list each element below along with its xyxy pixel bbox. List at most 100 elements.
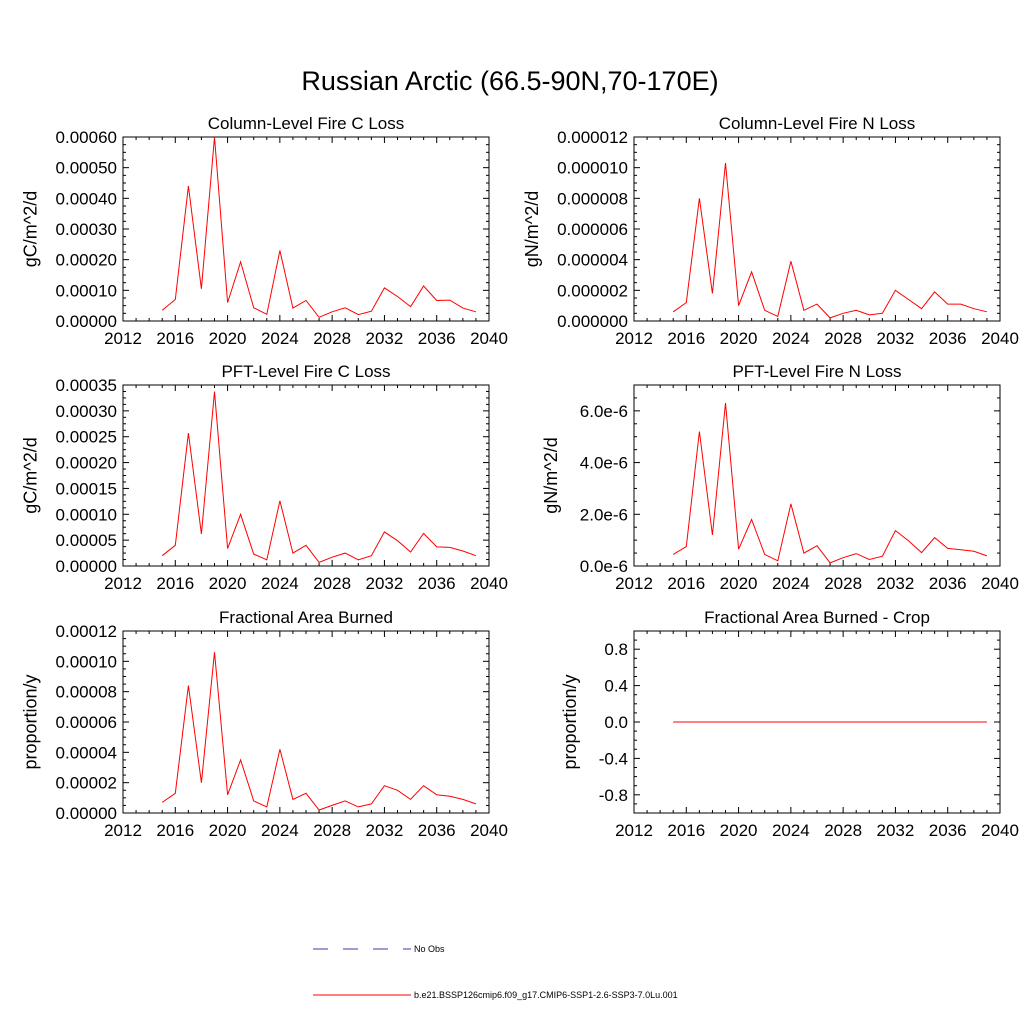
main-title: Russian Arctic (66.5-90N,70-170E) xyxy=(301,66,718,96)
x-tick-label: 2032 xyxy=(366,574,404,593)
y-tick-label: 0.00020 xyxy=(56,251,117,270)
plot-frame xyxy=(633,384,1001,567)
y-tick-label: 0.000002 xyxy=(557,281,628,300)
y-tick-label: 0.000008 xyxy=(557,189,628,208)
y-tick-label: 0.00020 xyxy=(56,454,117,473)
series-line-1 xyxy=(161,652,477,811)
legend-label-no-obs: No Obs xyxy=(414,944,445,954)
x-tick-label: 2020 xyxy=(720,574,758,593)
y-axis-label: gC/m^2/d xyxy=(21,437,41,513)
x-tick-label: 2032 xyxy=(877,574,915,593)
y-tick-label: 0.00035 xyxy=(56,376,117,395)
panel-title: Column-Level Fire C Loss xyxy=(208,114,405,133)
x-tick-label: 2012 xyxy=(615,329,653,348)
x-tick-label: 2012 xyxy=(615,821,653,840)
x-tick-label: 2040 xyxy=(981,821,1019,840)
x-tick-label: 2024 xyxy=(772,329,810,348)
x-tick-label: 2032 xyxy=(366,329,404,348)
y-tick-label: -0.4 xyxy=(599,749,628,768)
panels: 2012 2016 2020 2024 2028 2032 2036 20400.000000… xyxy=(21,114,1019,840)
y-tick-label: 0.000004 xyxy=(557,251,628,270)
panel-title: Fractional Area Burned xyxy=(219,608,393,627)
x-tick-label: 2028 xyxy=(313,329,351,348)
x-tick-label: 2040 xyxy=(470,821,508,840)
y-tick-label: 0.00004 xyxy=(56,743,117,762)
y-axis-label: proportion/y xyxy=(560,674,580,769)
y-axis-label: proportion/y xyxy=(21,674,41,769)
y-tick-label: 0.00000 xyxy=(56,804,117,823)
x-tick-label: 2016 xyxy=(156,574,194,593)
x-tick-label: 2036 xyxy=(418,574,456,593)
panel-title: PFT-Level Fire N Loss xyxy=(732,362,901,381)
y-tick-label: 0.000006 xyxy=(557,220,628,239)
x-tick-label: 2020 xyxy=(209,821,247,840)
y-tick-label: 2.0e-6 xyxy=(580,505,628,524)
y-tick-label: 4.0e-6 xyxy=(580,454,628,473)
y-tick-label: 0.00030 xyxy=(56,402,117,421)
x-tick-label: 2040 xyxy=(470,329,508,348)
series-line-1 xyxy=(672,163,988,319)
plot-frame xyxy=(122,384,490,567)
x-tick-label: 2024 xyxy=(772,821,810,840)
x-tick-label: 2016 xyxy=(667,574,705,593)
y-tick-label: -0.8 xyxy=(599,786,628,805)
y-tick-label: 0.00010 xyxy=(56,281,117,300)
y-tick-label: 0.00040 xyxy=(56,189,117,208)
x-tick-label: 2028 xyxy=(824,329,862,348)
y-tick-label: 0.0e-6 xyxy=(580,557,628,576)
x-tick-label: 2036 xyxy=(929,574,967,593)
x-tick-label: 2012 xyxy=(615,574,653,593)
panel-title: Fractional Area Burned - Crop xyxy=(704,608,930,627)
y-tick-label: 0.00000 xyxy=(56,557,117,576)
x-tick-label: 2012 xyxy=(104,574,142,593)
y-tick-label: 0.00050 xyxy=(56,159,117,178)
y-tick-label: 6.0e-6 xyxy=(580,402,628,421)
x-tick-label: 2028 xyxy=(313,821,351,840)
x-tick-label: 2020 xyxy=(720,821,758,840)
x-tick-label: 2036 xyxy=(418,821,456,840)
x-tick-label: 2028 xyxy=(824,574,862,593)
y-axis-label: gN/m^2/d xyxy=(541,437,561,513)
x-tick-label: 2032 xyxy=(366,821,404,840)
x-tick-label: 2040 xyxy=(470,574,508,593)
chart-panel-6: 2012 2016 2020 2024 2028 2032 2036 2040 -0.8 -0.4… xyxy=(560,608,1019,840)
x-tick-label: 2036 xyxy=(929,329,967,348)
chart-panel-4: 2012 2016 2020 2024 2028 2032 2036 2040 0.0e-6 2.… xyxy=(541,362,1019,593)
x-tick-label: 2012 xyxy=(104,821,142,840)
x-tick-label: 2024 xyxy=(772,574,810,593)
x-tick-label: 2032 xyxy=(877,821,915,840)
y-tick-label: 0.00010 xyxy=(56,652,117,671)
x-tick-label: 2016 xyxy=(156,329,194,348)
x-tick-label: 2012 xyxy=(104,329,142,348)
x-tick-label: 2016 xyxy=(156,821,194,840)
x-tick-label: 2020 xyxy=(209,574,247,593)
x-tick-label: 2040 xyxy=(981,574,1019,593)
x-tick-label: 2040 xyxy=(981,329,1019,348)
x-tick-label: 2020 xyxy=(720,329,758,348)
x-tick-label: 2016 xyxy=(667,329,705,348)
x-tick-label: 2032 xyxy=(877,329,915,348)
y-tick-label: 0.00015 xyxy=(56,479,117,498)
y-tick-label: 0.00006 xyxy=(56,713,117,732)
y-axis-label: gN/m^2/d xyxy=(522,191,542,267)
x-tick-label: 2028 xyxy=(313,574,351,593)
x-tick-label: 2024 xyxy=(261,329,299,348)
y-tick-label: 0.000010 xyxy=(557,159,628,178)
y-axis-label: gC/m^2/d xyxy=(21,191,41,267)
chart-panel-3: 2012 2016 2020 2024 2028 2032 2036 2040 0.00000 0… xyxy=(21,362,508,593)
y-tick-label: 0.000000 xyxy=(557,312,628,331)
plot-frame xyxy=(633,136,1001,322)
y-tick-label: 0.4 xyxy=(604,677,628,696)
panel-title: PFT-Level Fire C Loss xyxy=(221,362,390,381)
y-tick-label: 0.00000 xyxy=(56,312,117,331)
y-tick-label: 0.00005 xyxy=(56,531,117,550)
series-line-1 xyxy=(672,403,988,564)
y-tick-label: 0.0 xyxy=(604,713,628,732)
chart-panel-2: 2012 2016 2020 2024 2028 2032 2036 2040 0.000000… xyxy=(522,114,1019,348)
series-line-1 xyxy=(161,391,477,564)
y-tick-label: 0.8 xyxy=(604,640,628,659)
x-tick-label: 2036 xyxy=(418,329,456,348)
x-tick-label: 2016 xyxy=(667,821,705,840)
y-tick-label: 0.00060 xyxy=(56,128,117,147)
